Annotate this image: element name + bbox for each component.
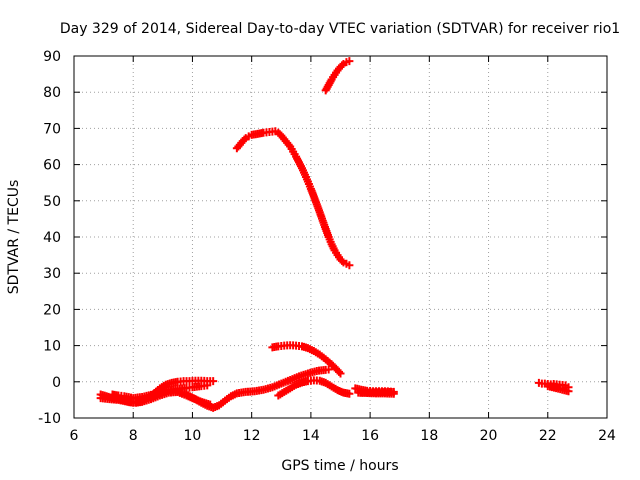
series-arc-low-6 [351, 384, 397, 397]
y-tick-label: 0 [52, 375, 61, 391]
x-tick-label: 20 [480, 428, 498, 444]
y-tick-label: 10 [43, 339, 61, 355]
data-series [97, 57, 573, 412]
y-tick-label: 30 [43, 266, 61, 282]
series-arc-high-main [233, 127, 354, 269]
x-tick-label: 8 [129, 428, 138, 444]
y-tick-label: 40 [43, 230, 61, 246]
y-tick-label: 50 [43, 194, 61, 210]
x-tick-label: 10 [184, 428, 202, 444]
y-axis-title: SDTVAR / TECUs [6, 180, 22, 295]
x-tick-label: 12 [243, 428, 261, 444]
x-tick-label: 24 [598, 428, 616, 444]
chart-title: Day 329 of 2014, Sidereal Day-to-day VTE… [60, 21, 620, 37]
plot-frame [74, 56, 607, 418]
x-tick-label: 6 [70, 428, 79, 444]
series-arc-high-top [322, 57, 354, 94]
x-axis-title: GPS time / hours [281, 458, 398, 474]
chart: Day 329 of 2014, Sidereal Day-to-day VTE… [0, 0, 640, 480]
y-tick-label: 70 [43, 121, 61, 137]
y-tick-label: 20 [43, 302, 61, 318]
x-tick-label: 16 [361, 428, 379, 444]
y-tick-label: 80 [43, 85, 61, 101]
grid [74, 56, 607, 418]
y-tick-label: -10 [38, 411, 61, 427]
y-tick-label: 90 [43, 49, 61, 65]
x-tick-label: 14 [302, 428, 320, 444]
x-tick-label: 18 [420, 428, 438, 444]
series-arc-low-2 [97, 365, 333, 411]
y-tick-label: 60 [43, 158, 61, 174]
x-tick-label: 22 [539, 428, 557, 444]
